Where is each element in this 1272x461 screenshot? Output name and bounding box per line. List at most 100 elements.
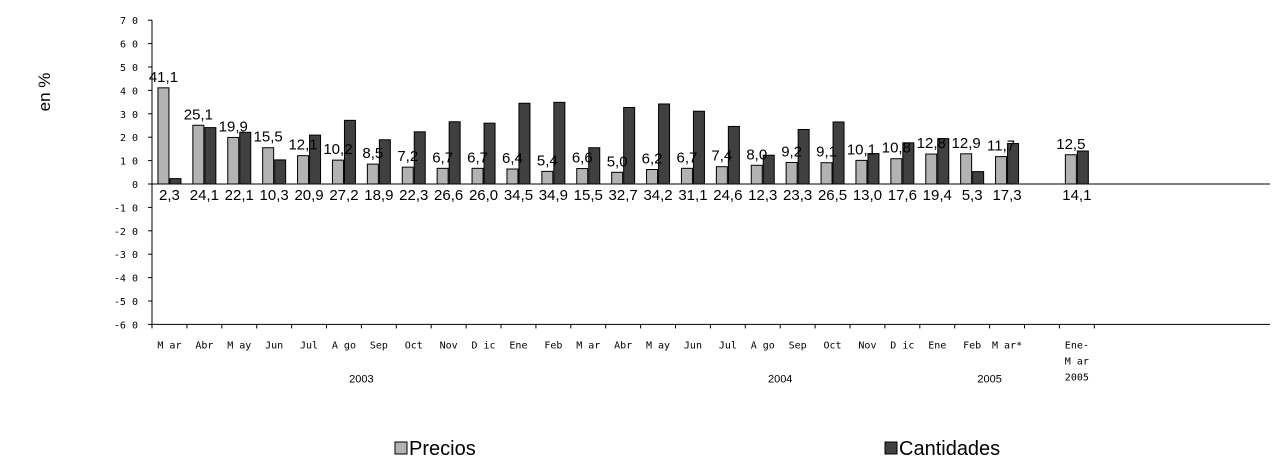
- bar-cantidades: [518, 102, 531, 185]
- bar-precios: [506, 168, 519, 185]
- y-tick-label: 7 0: [120, 16, 138, 27]
- value-label-precios: 6,2: [642, 150, 663, 167]
- value-label-cantidades: 34,9: [539, 187, 568, 204]
- value-label-cantidades: 26,0: [469, 187, 498, 204]
- y-tick-label: -6 0: [114, 320, 138, 331]
- x-tick-label: Abr: [614, 340, 632, 351]
- x-tick-labels: M ar Abr M ay Jun Jul A go Sep Oct Nov D ic Ene Feb…: [157, 340, 1088, 383]
- value-label-cantidades: 24,1: [190, 187, 219, 204]
- bar-cantidades: [727, 125, 740, 185]
- value-label-cantidades: 34,2: [643, 187, 672, 204]
- bar-precios: [680, 167, 693, 185]
- value-label-precios: 8,0: [746, 146, 767, 163]
- legend-swatch: [884, 441, 898, 455]
- value-label-cantidades: 26,5: [818, 187, 847, 204]
- value-label-cantidades: 20,9: [294, 187, 323, 204]
- value-label-precios: 5,4: [537, 152, 558, 169]
- bar-cantidades: [972, 171, 985, 185]
- value-label-precios: 10,8: [882, 140, 911, 157]
- x-tick-label: Sep: [789, 340, 807, 351]
- value-label-precios: 8,5: [362, 145, 383, 162]
- bar-cantidades: [309, 134, 322, 185]
- year-label: 2005: [977, 373, 1001, 385]
- bar-cantidades: [413, 131, 426, 185]
- x-tick-label-extra: Ene-: [1065, 340, 1089, 351]
- value-label-cantidades: 5,3: [962, 187, 983, 204]
- bar-cantidades: [623, 106, 636, 185]
- x-tick-label: Oct: [824, 340, 842, 351]
- y-tick-label: 5 0: [120, 63, 138, 74]
- bar-precios: [192, 124, 205, 185]
- value-label-precios: 19,9: [219, 118, 248, 135]
- value-label-cantidades: 14,1: [1062, 187, 1091, 204]
- value-label-precios: 11,7: [987, 138, 1015, 155]
- value-label-precios: 7,2: [397, 148, 418, 165]
- value-label-cantidades: 34,5: [504, 187, 533, 204]
- x-tick-label: M ay: [227, 340, 251, 351]
- x-tick-label: A go: [332, 340, 356, 351]
- bar-cantidades: [832, 121, 845, 185]
- value-label-cantidades: 12,3: [748, 187, 777, 204]
- bar-precios: [1064, 154, 1077, 185]
- x-tick-label: Nov: [440, 340, 458, 351]
- value-label-cantidades: 15,5: [574, 187, 603, 204]
- year-label: 2003: [349, 373, 373, 385]
- x-tick-label: D ic: [890, 340, 914, 351]
- y-tick-label: 4 0: [120, 86, 138, 97]
- legend-swatch: [394, 441, 408, 455]
- value-label-precios: 6,4: [502, 150, 523, 167]
- bar-precios: [401, 166, 414, 185]
- bar-precios: [785, 161, 798, 185]
- legend-label: Precios: [409, 438, 476, 460]
- x-tick-label: Feb: [963, 340, 981, 351]
- y-tick-label: 2 0: [120, 133, 138, 144]
- y-tick-label: 0: [132, 180, 138, 191]
- x-tick-label: Oct: [405, 340, 423, 351]
- value-label-precios: 12,1: [288, 137, 317, 154]
- value-label-cantidades: 23,3: [783, 187, 812, 204]
- value-label-cantidades: 31,1: [678, 187, 707, 204]
- y-tick-label: -3 0: [114, 250, 138, 261]
- value-label-cantidades: 13,0: [853, 187, 882, 204]
- x-tick-label: Jun: [684, 340, 702, 351]
- bar-cantidades: [588, 147, 601, 185]
- value-label-precios: 41,1: [149, 69, 178, 86]
- bar-cantidades: [1007, 143, 1020, 185]
- y-axis: -6 0 -5 0 -4 0 -3 0 -2 0 -1 0 0 1 0 2 0 3 0 4 0 5 0…: [114, 16, 153, 331]
- legend-label: Cantidades: [899, 438, 1000, 460]
- value-label-precios: 12,9: [952, 135, 981, 152]
- y-tick-label: -1 0: [114, 203, 138, 214]
- value-label-precios: 12,8: [917, 135, 946, 152]
- bar-cantidades: [483, 122, 496, 185]
- bar-precios: [262, 147, 275, 185]
- bar-cantidades: [1076, 150, 1089, 185]
- year-labels: 2003 2004 2005: [349, 373, 1002, 385]
- y-tick-label: -4 0: [114, 274, 138, 285]
- y-tick-label: 6 0: [120, 40, 138, 51]
- bars: [157, 87, 1089, 185]
- x-tick-label: Jul: [300, 340, 318, 351]
- value-label-cantidades: 22,1: [225, 187, 254, 204]
- bar-precios: [471, 167, 484, 185]
- x-tick-label: Abr: [195, 340, 213, 351]
- value-label-cantidades: 10,3: [260, 187, 289, 204]
- bar-cantidades: [937, 138, 950, 185]
- bar-precios: [750, 164, 763, 185]
- bar-precios: [331, 159, 344, 185]
- y-tick-label: 3 0: [120, 110, 138, 121]
- value-label-cantidades: 22,3: [399, 187, 428, 204]
- bar-precios: [366, 163, 379, 185]
- bar-precios: [157, 87, 170, 185]
- value-labels: 41,1 2,3 25,1 24,1 19,9 22,1 15,5 10,3 12,1 20,9 1…: [149, 69, 1092, 204]
- value-label-precios: 9,1: [816, 144, 837, 161]
- bar-precios: [611, 171, 624, 185]
- x-tick-label: M ay: [646, 340, 670, 351]
- x-tick-label: Nov: [858, 340, 876, 351]
- value-label-cantidades: 19,4: [923, 187, 952, 204]
- y-tick-label: 1 0: [120, 157, 138, 168]
- value-label-cantidades: 32,7: [609, 187, 638, 204]
- value-label-precios: 6,7: [432, 149, 453, 166]
- value-label-cantidades: 18,9: [364, 187, 393, 204]
- bar-cantidades: [867, 153, 880, 185]
- bar-cantidades: [553, 101, 566, 185]
